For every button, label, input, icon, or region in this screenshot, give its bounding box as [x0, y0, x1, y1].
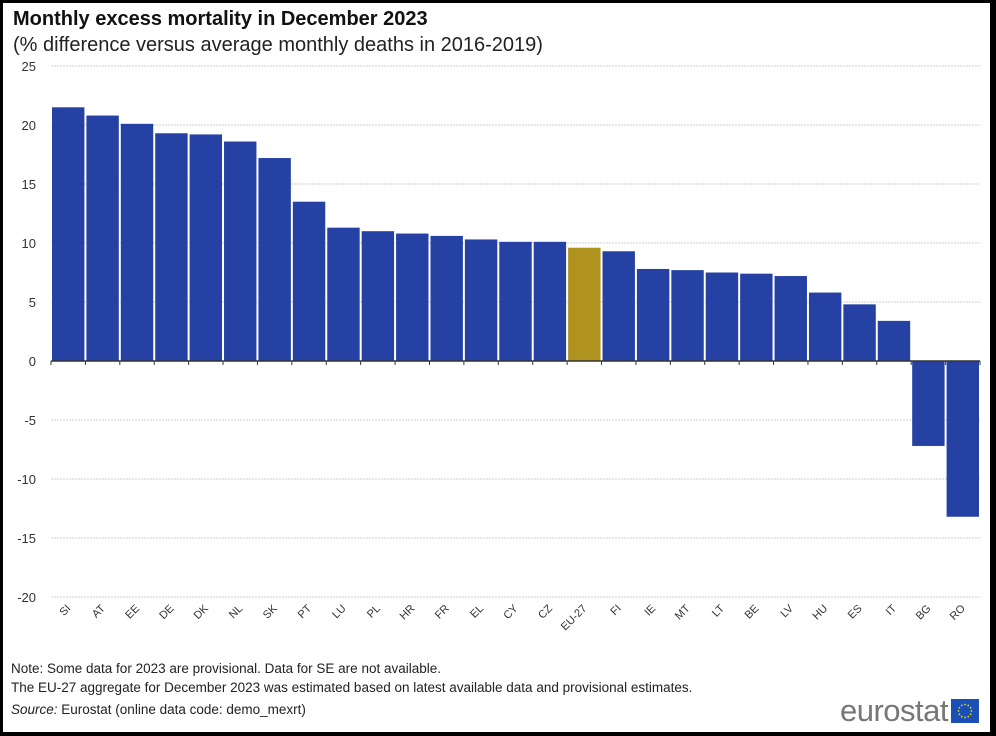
bar-eu-27: [568, 247, 601, 361]
y-tick-label: 5: [29, 295, 36, 310]
x-tick-label: SK: [261, 602, 280, 621]
x-tick-label: HU: [811, 603, 831, 623]
x-tick-label: HR: [398, 603, 418, 623]
bar-hu: [808, 292, 842, 361]
bar-nl: [224, 141, 257, 361]
x-tick-label: FR: [433, 603, 452, 622]
x-tick-label: CY: [501, 602, 521, 622]
bar-lv: [774, 276, 807, 361]
eu-flag-icon: [951, 699, 979, 723]
note-provisional: Note: Some data for 2023 are provisional…: [11, 661, 441, 676]
x-tick-label: NL: [227, 603, 245, 621]
bar-ro: [946, 361, 979, 517]
y-tick-label: 10: [22, 236, 36, 251]
star-icon: [964, 716, 966, 719]
bar-ie: [636, 268, 670, 361]
bar-fi: [602, 251, 635, 361]
y-axis-ticks: 25 20 15 10 5 0 -5 -10 -15 -20: [17, 59, 36, 605]
x-tick-label: EU-27: [559, 603, 590, 634]
star-icon: [960, 715, 963, 718]
star-icon: [957, 710, 960, 712]
bar-lt: [705, 272, 739, 361]
bar-es: [843, 304, 876, 361]
star-icon: [958, 713, 961, 716]
x-tick-label: PT: [296, 602, 315, 621]
eurostat-logo: eurostat: [840, 693, 949, 728]
x-tick-label: RO: [948, 602, 968, 622]
star-icon: [967, 704, 970, 707]
bar-it: [877, 320, 911, 361]
source-note: Source: Eurostat (online data code: demo…: [11, 702, 306, 717]
x-tick-label: BG: [914, 603, 934, 623]
bar-pt: [292, 201, 326, 361]
star-icon: [964, 703, 966, 706]
x-tick-label: IT: [884, 602, 900, 618]
bar-cy: [499, 241, 532, 361]
y-tick-label: 15: [22, 177, 36, 192]
x-tick-label: AT: [90, 602, 108, 620]
x-tick-label: PL: [365, 603, 383, 621]
y-tick-label: 25: [22, 59, 36, 74]
x-tick-label: DK: [192, 602, 212, 622]
star-icon: [967, 715, 970, 718]
star-icon: [958, 706, 961, 709]
x-axis: [50, 360, 981, 365]
x-tick-label: EE: [123, 603, 142, 622]
chart-subtitle: (% difference versus average monthly dea…: [13, 34, 543, 56]
y-tick-label: -20: [17, 590, 36, 605]
y-tick-label: -15: [17, 531, 36, 546]
chart-title: Monthly excess mortality in December 202…: [13, 8, 428, 30]
x-axis-labels: SI AT EE DE DK NL SK PT LU PL HR FR EL CY CZ EU-27 FI IE M…: [57, 602, 968, 633]
y-tick-label: 0: [29, 354, 36, 369]
x-tick-label: LV: [778, 602, 796, 620]
x-tick-label: EL: [468, 603, 486, 621]
x-tick-label: IE: [642, 603, 658, 619]
bar-dk: [189, 134, 223, 361]
bar-be: [740, 273, 773, 361]
bar-el: [464, 239, 498, 361]
y-tick-label: -10: [17, 472, 36, 487]
bar-pl: [361, 231, 395, 361]
bar-sk: [258, 158, 291, 361]
x-tick-label: DE: [157, 603, 176, 622]
y-tick-label: -5: [24, 413, 36, 428]
source-text: Eurostat (online data code: demo_mexrt): [57, 702, 306, 717]
bar-fr: [430, 235, 463, 361]
star-icon: [969, 713, 972, 716]
bar-at: [86, 115, 119, 361]
bar-lu: [327, 227, 360, 361]
star-icon: [960, 704, 963, 707]
bar-mt: [671, 270, 704, 361]
y-tick-label: 20: [22, 118, 36, 133]
x-tick-label: BE: [743, 603, 762, 622]
star-icon: [970, 710, 973, 712]
source-label: Source:: [11, 702, 58, 717]
x-tick-label: ES: [846, 603, 865, 622]
note-eu-aggregate: The EU-27 aggregate for December 2023 wa…: [11, 680, 693, 695]
bar-bg: [912, 361, 945, 446]
x-tick-label: MT: [673, 602, 693, 622]
bar-hr: [396, 233, 429, 361]
bar-si: [52, 107, 85, 361]
bar-de: [155, 133, 188, 361]
x-tick-label: LU: [330, 603, 348, 621]
bar-cz: [533, 241, 567, 361]
x-tick-label: CZ: [536, 602, 555, 621]
bar-ee: [120, 123, 154, 361]
x-tick-label: LT: [710, 602, 727, 619]
bars: [52, 107, 979, 517]
star-icon: [969, 706, 972, 709]
x-tick-label: FI: [608, 603, 623, 618]
x-tick-label: SI: [57, 603, 73, 619]
